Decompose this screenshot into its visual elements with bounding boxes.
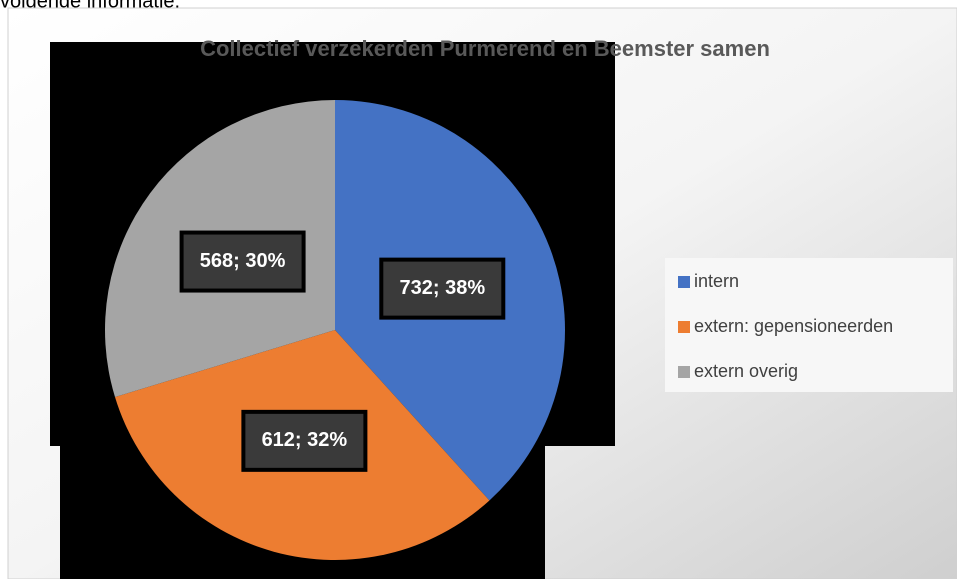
data-label-box [379,257,506,320]
legend-swatch [678,321,690,333]
legend-label: intern [694,271,739,291]
legend-swatch [678,276,690,288]
data-label-box [179,230,306,293]
data-label: 612; 32% [262,429,348,451]
chart-title: Collectief verzekerden Purmerend en Beem… [200,36,770,61]
legend-swatch [678,366,690,378]
legend-label: extern: gepensioneerden [694,316,893,336]
data-label: 732; 38% [399,277,485,299]
data-label: 568; 30% [200,250,286,272]
data-label-box [241,409,368,472]
legend [665,258,953,392]
legend-label: extern overig [694,361,798,381]
